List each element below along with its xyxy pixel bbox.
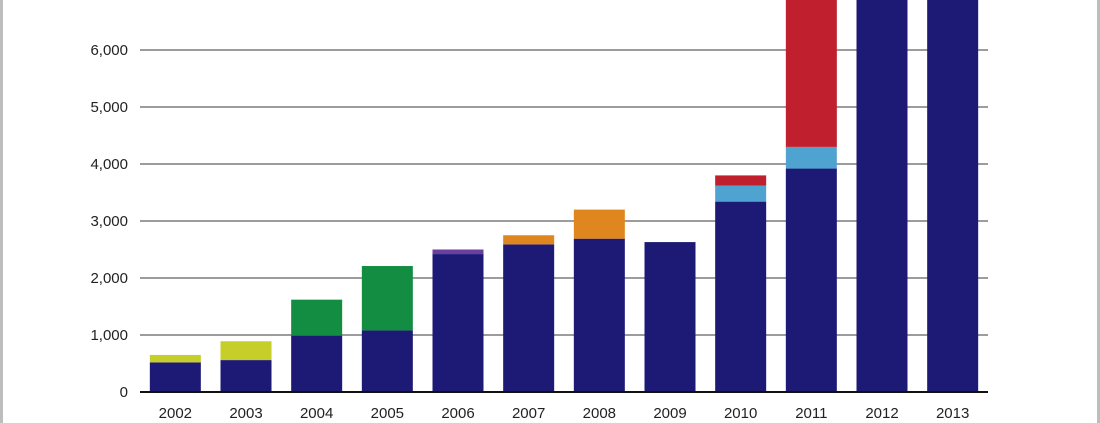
bar-2007-orange [503, 235, 555, 245]
y-tick-label: 5,000 [90, 99, 128, 116]
bar-2005-base [361, 330, 413, 392]
bar-2006-purple [432, 249, 484, 255]
bar-2003-yellow-green [220, 341, 272, 361]
bar-2008-base [573, 238, 625, 392]
x-tick-label-2010: 2010 [724, 405, 757, 422]
gridlines [140, 49, 988, 336]
right-border [1097, 0, 1100, 423]
y-tick-label: 1,000 [90, 327, 128, 344]
bar-2004-base [291, 335, 343, 392]
bar-2002-base [149, 362, 201, 392]
x-tick-label-2008: 2008 [583, 405, 616, 422]
bar-2009-base [644, 242, 696, 392]
bar-2005-green [361, 266, 413, 331]
bar-2003-base [220, 360, 272, 392]
x-tick-label-2002: 2002 [159, 405, 192, 422]
x-tick-label-2005: 2005 [371, 405, 404, 422]
bar-2004-green [291, 299, 343, 336]
y-tick-label: 2,000 [90, 270, 128, 287]
bar-2007-base [503, 244, 555, 392]
y-tick-label: 4,000 [90, 156, 128, 173]
left-border [0, 0, 3, 423]
y-tick-label: 6,000 [90, 42, 128, 59]
labels: 0 1,000 2,000 3,000 4,000 5,000 6,000 2002 2003 2… [90, 42, 969, 422]
bar-2008-orange [573, 209, 625, 239]
bar-2012-base [856, 0, 908, 392]
x-tick-label-2012: 2012 [865, 405, 898, 422]
x-tick-label-2007: 2007 [512, 405, 545, 422]
y-tick-label: 3,000 [90, 213, 128, 230]
x-tick-label-2011: 2011 [795, 405, 827, 422]
x-tick-label-2013: 2013 [936, 405, 969, 422]
bar-2010-base [715, 201, 767, 392]
bars [149, 0, 979, 392]
bar-2010-light-blue [715, 185, 767, 202]
bar-2006-base [432, 254, 484, 392]
bar-2013-base [927, 0, 979, 392]
bar-2010-red [715, 175, 767, 186]
x-tick-label-2004: 2004 [300, 405, 333, 422]
bar-2011-light-blue [785, 146, 837, 169]
x-tick-label-2006: 2006 [441, 405, 474, 422]
y-tick-label: 0 [120, 384, 128, 401]
x-tick-label-2003: 2003 [229, 405, 262, 422]
bar-2011-base [785, 168, 837, 392]
bar-2002-yellow-green [149, 354, 201, 363]
x-tick-label-2009: 2009 [653, 405, 686, 422]
bar-2011-red [785, 0, 837, 147]
